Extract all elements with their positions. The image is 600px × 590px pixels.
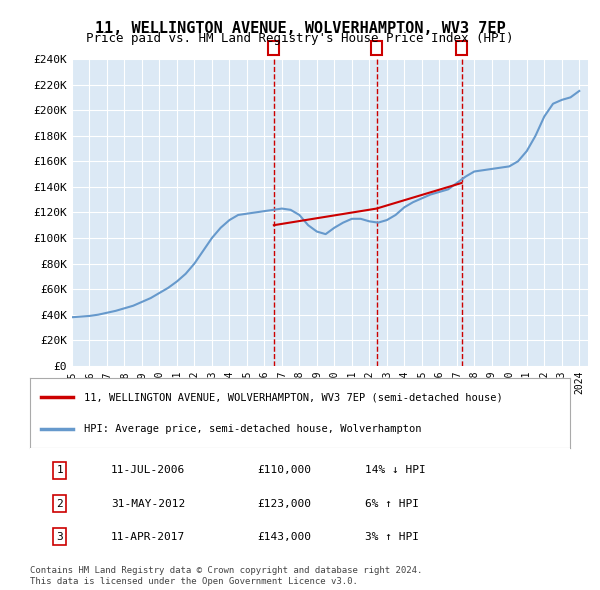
Text: Contains HM Land Registry data © Crown copyright and database right 2024.
This d: Contains HM Land Registry data © Crown c… (30, 566, 422, 586)
Text: Price paid vs. HM Land Registry's House Price Index (HPI): Price paid vs. HM Land Registry's House … (86, 32, 514, 45)
Text: 2: 2 (56, 499, 63, 509)
Text: 1: 1 (271, 43, 277, 53)
Text: 31-MAY-2012: 31-MAY-2012 (111, 499, 185, 509)
Text: £143,000: £143,000 (257, 532, 311, 542)
Text: 1: 1 (56, 466, 63, 476)
Text: 11-JUL-2006: 11-JUL-2006 (111, 466, 185, 476)
Text: HPI: Average price, semi-detached house, Wolverhampton: HPI: Average price, semi-detached house,… (84, 424, 421, 434)
Text: 3: 3 (458, 43, 465, 53)
Text: 3: 3 (56, 532, 63, 542)
Text: £110,000: £110,000 (257, 466, 311, 476)
Text: 3% ↑ HPI: 3% ↑ HPI (365, 532, 419, 542)
Text: 11, WELLINGTON AVENUE, WOLVERHAMPTON, WV3 7EP: 11, WELLINGTON AVENUE, WOLVERHAMPTON, WV… (95, 21, 505, 35)
Text: 11-APR-2017: 11-APR-2017 (111, 532, 185, 542)
Text: £123,000: £123,000 (257, 499, 311, 509)
Text: 11, WELLINGTON AVENUE, WOLVERHAMPTON, WV3 7EP (semi-detached house): 11, WELLINGTON AVENUE, WOLVERHAMPTON, WV… (84, 392, 503, 402)
Text: 6% ↑ HPI: 6% ↑ HPI (365, 499, 419, 509)
Text: 2: 2 (373, 43, 380, 53)
Text: 14% ↓ HPI: 14% ↓ HPI (365, 466, 425, 476)
